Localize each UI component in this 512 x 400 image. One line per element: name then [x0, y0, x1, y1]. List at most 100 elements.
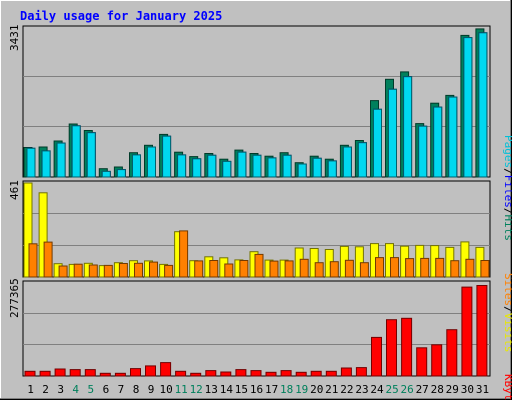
- visits-bar: [354, 246, 364, 278]
- x-tick-label: 4: [72, 383, 79, 396]
- pages-bar: [448, 96, 458, 178]
- sites-bar: [435, 257, 445, 278]
- sites-bar: [254, 253, 264, 278]
- pages-bar: [177, 154, 187, 178]
- x-tick-label: 17: [265, 383, 278, 396]
- pages-bar: [267, 157, 277, 178]
- series-pages: [26, 32, 488, 178]
- visits-bar: [38, 192, 48, 278]
- hits-panel: [22, 25, 491, 178]
- sites-bar: [314, 262, 324, 278]
- pages-bar: [101, 170, 111, 178]
- sites-bar: [344, 259, 354, 278]
- kbytes-bar: [386, 319, 397, 377]
- x-tick-label: 16: [250, 383, 263, 396]
- sites-bar: [390, 257, 399, 278]
- kbytes-bar: [160, 362, 172, 377]
- hits-legend: Pages/Files/Hits: [502, 135, 512, 241]
- sites-bar: [465, 258, 475, 278]
- kbytes-bar: [416, 347, 428, 377]
- series-sites: [28, 230, 490, 278]
- chart-title: Daily usage for January 2025: [20, 9, 222, 23]
- visits-max-label: 461: [8, 180, 21, 200]
- panels: [22, 25, 491, 377]
- kbytes-bar: [340, 367, 352, 377]
- pages-bar: [147, 146, 156, 178]
- pages-bar: [357, 142, 367, 178]
- kbytes-bar: [355, 367, 367, 377]
- legend-visits: Visits: [502, 313, 512, 353]
- x-tick-label: 13: [205, 383, 218, 396]
- kbytes-bar: [130, 368, 141, 377]
- kbytes-bar: [84, 369, 96, 377]
- pages-bar: [282, 154, 292, 178]
- sites-bar: [164, 264, 174, 278]
- pages-bar: [86, 132, 96, 178]
- kbytes-bar: [371, 336, 382, 377]
- sites-bar: [329, 261, 339, 278]
- sites-bar: [224, 263, 234, 278]
- kbytes-bar: [54, 368, 66, 377]
- legend-pages: Pages: [502, 135, 512, 168]
- sites-bar: [239, 260, 249, 278]
- kbytes-bar: [39, 370, 51, 377]
- pages-bar: [388, 88, 397, 178]
- sites-bar: [73, 263, 83, 278]
- sites-bar: [299, 258, 309, 278]
- kbytes-bar: [431, 344, 443, 377]
- pages-bar: [463, 37, 473, 178]
- kbytes-bar: [145, 365, 156, 377]
- x-tick-label: 24: [370, 383, 384, 396]
- pages-bar: [192, 158, 202, 178]
- pages-bar: [162, 135, 172, 178]
- sites-bar: [179, 230, 189, 278]
- x-tick-label: 21: [325, 383, 338, 396]
- pages-bar: [41, 150, 51, 178]
- pages-bar: [403, 76, 413, 178]
- pages-bar: [237, 151, 247, 178]
- sites-bar: [118, 263, 128, 278]
- x-tick-label: 5: [87, 383, 94, 396]
- x-tick-label: 27: [416, 383, 429, 396]
- legend-kbytes: KBytes: [502, 374, 512, 400]
- sites-bar: [149, 261, 158, 278]
- sites-bar: [450, 260, 460, 278]
- x-tick-label: 28: [431, 383, 444, 396]
- legend-files: Files: [502, 175, 512, 208]
- kbytes-bar: [295, 371, 307, 377]
- x-tick-label: 26: [400, 383, 413, 396]
- x-tick-label: 3: [57, 383, 64, 396]
- sites-bar: [359, 262, 369, 278]
- sites-bar: [420, 257, 430, 278]
- sites-bar: [103, 264, 113, 278]
- x-tick-label: 15: [235, 383, 248, 396]
- sites-bar: [28, 243, 38, 278]
- x-tick-label: 25: [385, 383, 398, 396]
- kbytes-bar: [69, 369, 81, 377]
- pages-bar: [132, 154, 141, 178]
- kbytes-bar: [205, 370, 217, 377]
- hits-max-label: 3431: [8, 25, 21, 52]
- x-tick-label: 10: [159, 383, 172, 396]
- kbytes-bar: [24, 370, 36, 377]
- pages-bar: [116, 169, 126, 178]
- plot-area: [22, 25, 491, 178]
- pages-bar: [297, 163, 307, 178]
- kbytes-bar: [220, 371, 232, 377]
- kbytes-bar: [310, 370, 322, 377]
- kbytes-max-label: 277365: [8, 278, 21, 318]
- pages-bar: [56, 142, 66, 178]
- x-tick-label: 9: [148, 383, 155, 396]
- sites-bar: [88, 264, 98, 278]
- pages-bar: [373, 108, 382, 178]
- kbytes-bar: [190, 372, 202, 377]
- kbytes-bar: [99, 372, 111, 377]
- pages-bar: [327, 160, 337, 178]
- x-tick-label: 29: [446, 383, 459, 396]
- legend-sep-3: /: [502, 306, 512, 313]
- kbytes-bar: [325, 370, 337, 377]
- x-tick-label: 30: [461, 383, 474, 396]
- x-tick-label: 19: [295, 383, 308, 396]
- x-tick-label: 31: [476, 383, 489, 396]
- legend-sites: Sites: [502, 273, 512, 306]
